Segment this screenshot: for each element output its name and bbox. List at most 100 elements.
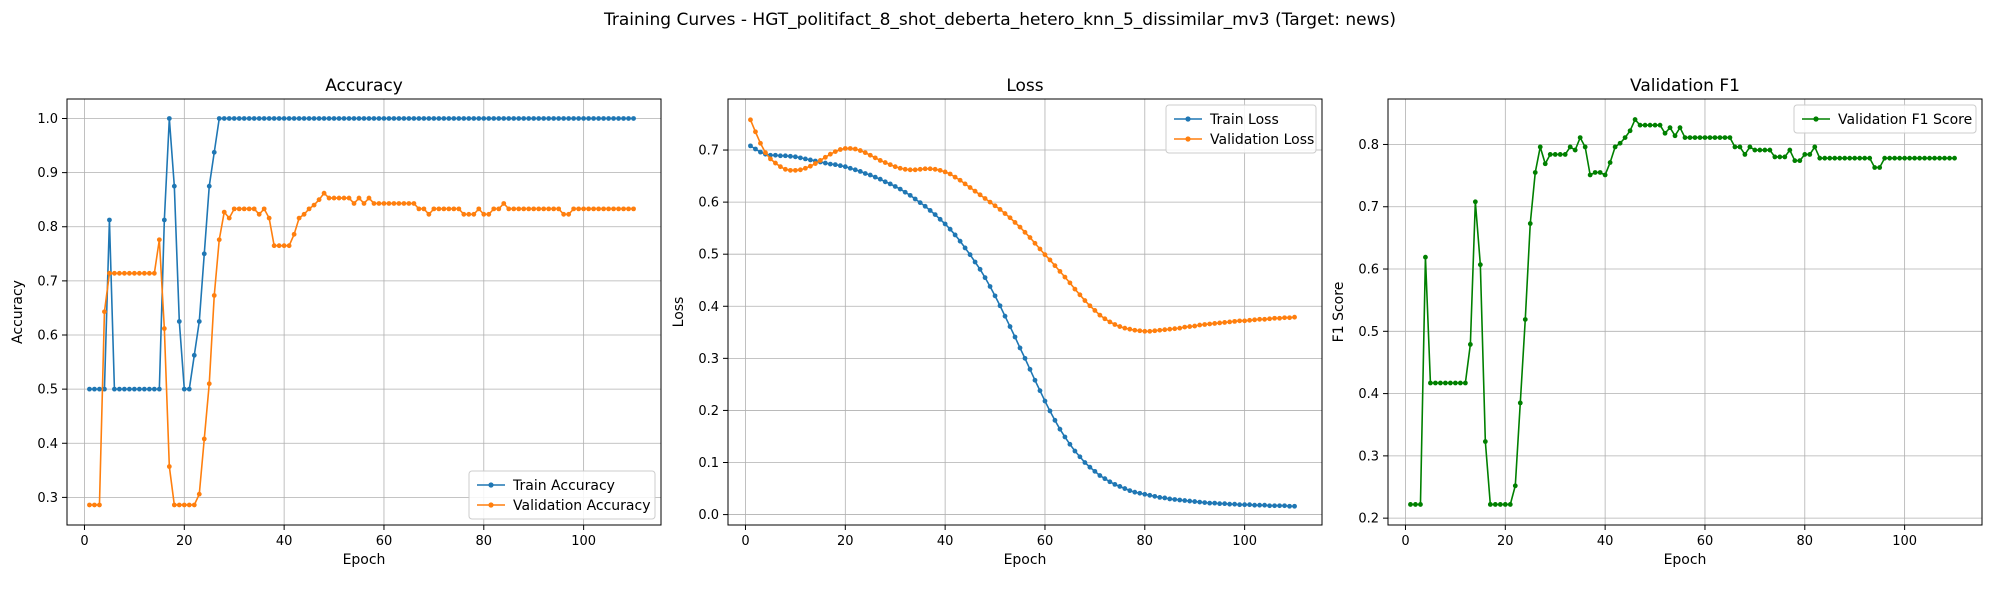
- data-point: [1227, 501, 1233, 507]
- data-point: [957, 238, 963, 244]
- data-point: [271, 116, 277, 121]
- data-point: [431, 206, 437, 212]
- y-tick-label: 1.0: [37, 112, 58, 127]
- data-point: [1932, 155, 1937, 161]
- data-point: [1067, 441, 1073, 447]
- data-point: [436, 116, 442, 121]
- data-point: [857, 168, 863, 174]
- data-point: [181, 386, 187, 392]
- data-point: [1512, 483, 1518, 489]
- data-point: [371, 201, 377, 206]
- data-point: [456, 206, 462, 212]
- data-point: [92, 502, 97, 508]
- data-point: [601, 206, 606, 212]
- data-point: [1842, 155, 1848, 161]
- data-point: [1217, 501, 1223, 507]
- data-point: [832, 149, 838, 155]
- data-point: [561, 116, 567, 121]
- data-point: [1017, 345, 1023, 351]
- series-train-accuracy: [87, 116, 636, 392]
- data-point: [1062, 434, 1068, 440]
- data-point: [406, 201, 412, 206]
- data-point: [341, 195, 347, 201]
- data-point: [1232, 501, 1238, 507]
- data-point: [1047, 408, 1053, 414]
- y-tick-label: 0.4: [1358, 387, 1379, 402]
- data-point: [286, 243, 292, 249]
- data-point: [186, 502, 192, 508]
- y-tick-label: 0.3: [37, 491, 58, 506]
- data-point: [401, 116, 407, 121]
- data-point: [521, 116, 527, 121]
- data-point: [763, 150, 768, 156]
- x-axis-label: Epoch: [1664, 552, 1707, 568]
- data-point: [1207, 321, 1213, 327]
- data-point: [461, 211, 467, 217]
- data-point: [361, 116, 367, 121]
- data-point: [506, 116, 512, 121]
- x-tick-label: 0: [741, 534, 749, 549]
- data-point: [251, 206, 257, 212]
- data-point: [331, 195, 337, 201]
- data-point: [987, 284, 993, 289]
- data-point: [1087, 303, 1093, 309]
- data-point: [1632, 117, 1638, 122]
- data-point: [156, 237, 162, 243]
- data-point: [1418, 502, 1423, 507]
- series-validation-accuracy: [87, 190, 636, 508]
- data-point: [802, 156, 808, 162]
- data-point: [606, 116, 611, 121]
- data-point: [301, 211, 307, 217]
- data-point: [927, 166, 933, 172]
- data-point: [783, 166, 788, 172]
- data-point: [1192, 323, 1198, 329]
- data-point: [1443, 380, 1448, 386]
- x-tick-label: 20: [837, 534, 854, 549]
- data-point: [1152, 328, 1158, 334]
- data-point: [1272, 315, 1277, 321]
- data-point: [797, 167, 803, 173]
- y-tick-label: 0.8: [37, 220, 58, 235]
- data-point: [1287, 315, 1292, 321]
- data-point: [441, 116, 447, 121]
- data-point: [1517, 400, 1523, 406]
- data-point: [112, 270, 117, 276]
- data-point: [586, 116, 592, 121]
- data-point: [421, 206, 427, 212]
- data-point: [932, 212, 938, 218]
- data-point: [391, 201, 397, 206]
- data-point: [311, 116, 317, 121]
- data-point: [917, 166, 923, 172]
- data-point: [862, 150, 868, 156]
- data-point: [1647, 122, 1653, 128]
- data-point: [351, 201, 357, 206]
- data-point: [867, 152, 873, 158]
- x-tick-label: 100: [571, 534, 596, 549]
- data-point: [1428, 380, 1433, 386]
- data-point: [1807, 152, 1813, 157]
- data-point: [506, 206, 512, 212]
- data-point: [907, 167, 913, 173]
- data-point: [606, 206, 611, 212]
- data-point: [1413, 502, 1418, 507]
- x-tick-label: 40: [1597, 534, 1614, 549]
- data-point: [411, 116, 417, 121]
- data-point: [1687, 135, 1693, 141]
- data-point: [1222, 501, 1228, 507]
- data-point: [937, 167, 943, 173]
- data-point: [1197, 499, 1203, 505]
- y-tick-label: 0.8: [1358, 138, 1379, 153]
- data-point: [366, 116, 372, 121]
- data-point: [281, 116, 287, 121]
- data-point: [1577, 135, 1583, 141]
- data-point: [166, 116, 172, 121]
- data-point: [1277, 503, 1282, 509]
- panel-1: 0 20 40 60 80 100 0.3 0.4 0.5 0.6 0.7 0.8 0.9 1.0 Accu…: [10, 76, 662, 568]
- data-point: [1202, 322, 1208, 327]
- data-point: [556, 206, 562, 212]
- data-point: [351, 116, 357, 121]
- data-point: [1117, 484, 1123, 489]
- data-point: [256, 116, 262, 121]
- data-point: [456, 116, 462, 121]
